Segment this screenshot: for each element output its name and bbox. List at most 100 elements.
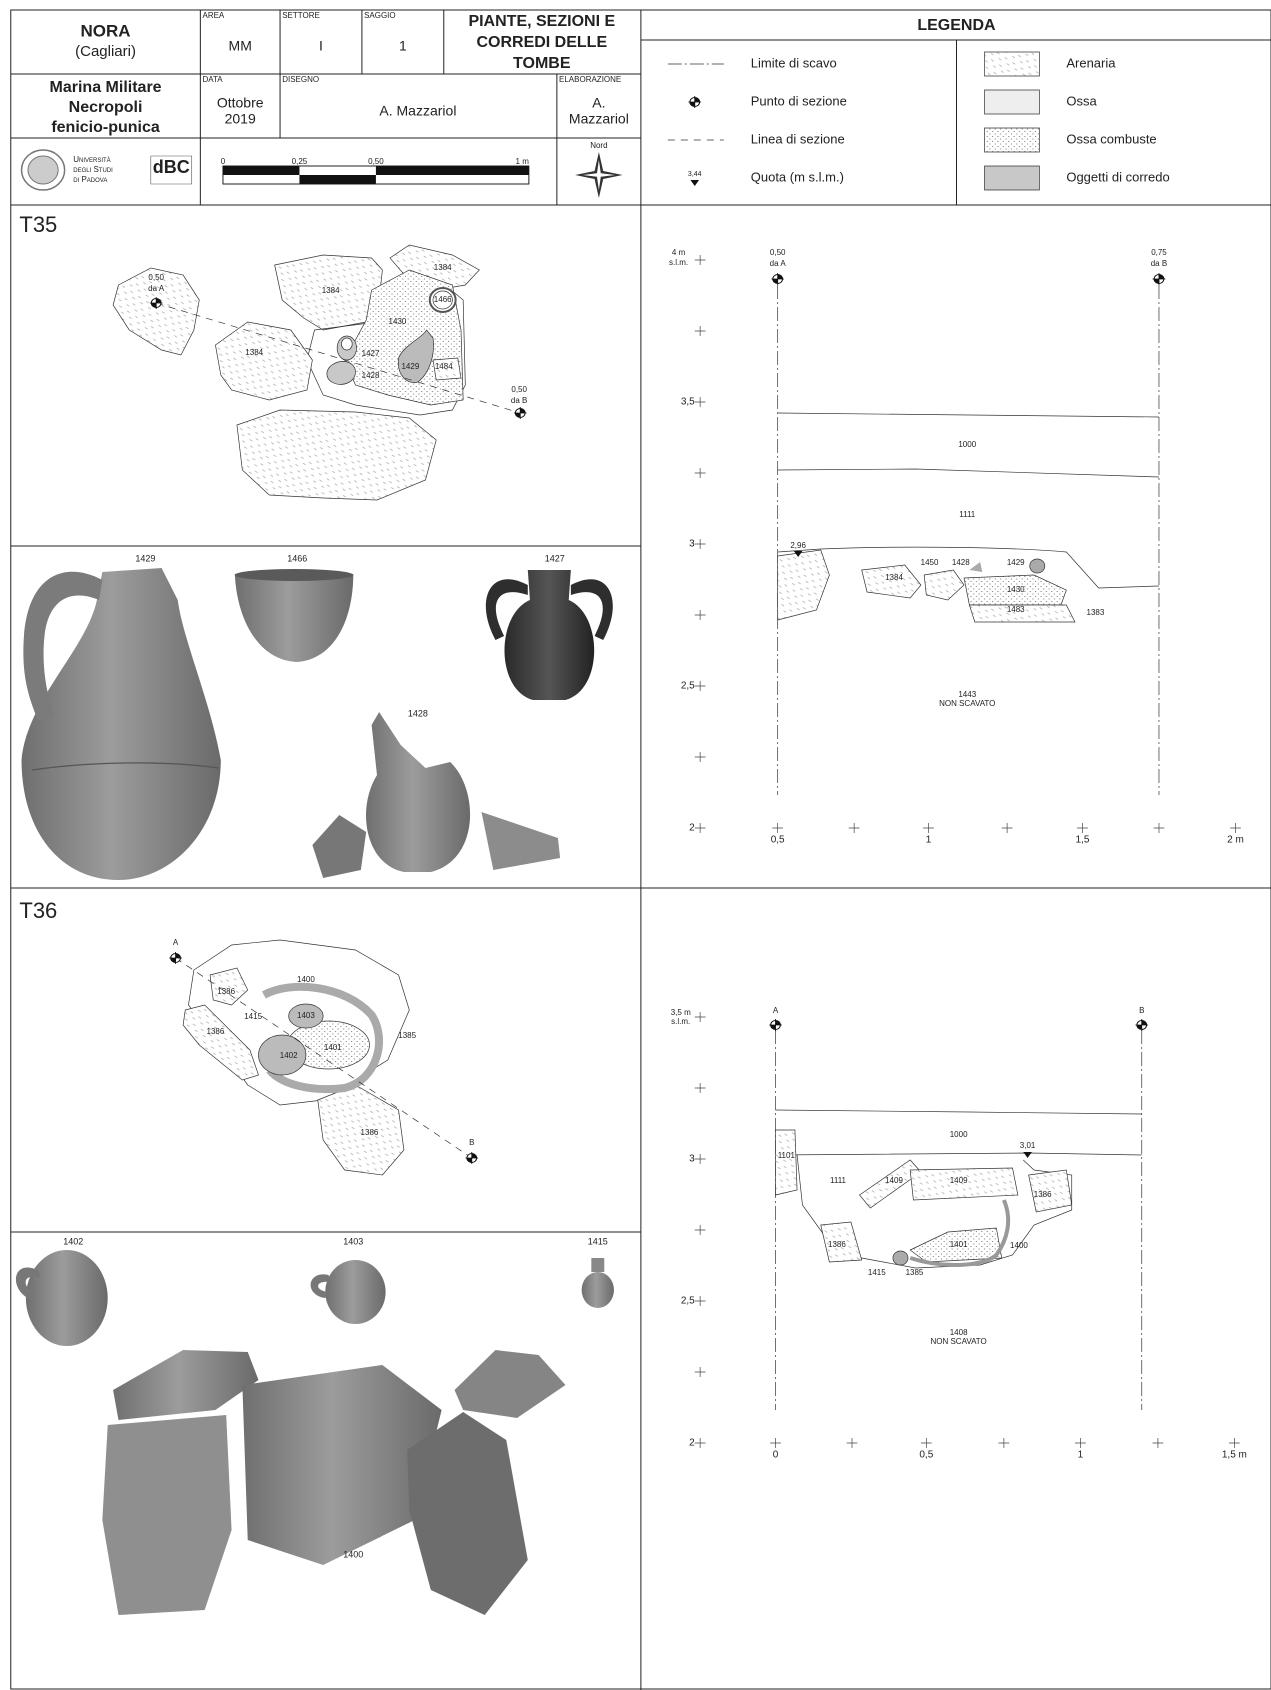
label: Oggetti di corredo	[1066, 169, 1169, 184]
grid-cross	[695, 468, 706, 478]
label: Limite di scavo	[751, 55, 837, 70]
label: Università	[73, 155, 110, 164]
use-shape	[688, 96, 701, 108]
label: TOMBE	[513, 55, 571, 72]
label: 0	[773, 1450, 779, 1461]
path-shape	[583, 160, 615, 190]
label: SETTORE	[282, 11, 320, 20]
grid-cross	[772, 823, 783, 833]
label: 2,96	[790, 541, 806, 550]
label: 1386	[1034, 1190, 1052, 1199]
label: 1450	[921, 558, 939, 567]
label: 1484	[435, 362, 453, 371]
label: DATA	[202, 75, 223, 84]
path-shape	[113, 1350, 258, 1420]
path-shape	[235, 574, 353, 662]
label: degli Studi	[73, 165, 113, 174]
rect-shape	[376, 166, 529, 175]
label: NON SCAVATO	[930, 1337, 986, 1346]
use-shape	[771, 273, 784, 285]
path-shape	[690, 180, 699, 186]
grid-cross	[1230, 823, 1241, 833]
ellipse-shape	[582, 1272, 614, 1308]
path-shape	[455, 1350, 566, 1418]
path-shape	[1023, 1152, 1032, 1158]
label: 2 m	[1227, 835, 1244, 846]
label: 1403	[343, 1236, 363, 1246]
label: 1111	[830, 1176, 847, 1185]
label: Punto di sezione	[751, 93, 847, 108]
grid-cross	[695, 752, 706, 762]
path-shape	[969, 562, 982, 572]
grid-cross	[923, 823, 934, 833]
label: 2,5	[681, 681, 695, 692]
label: 1466	[434, 295, 452, 304]
t35-plan	[113, 245, 527, 500]
use-shape	[1135, 1019, 1148, 1031]
label: 1,5	[1076, 835, 1090, 846]
label: da B	[511, 396, 527, 405]
label: 2,5	[681, 1296, 695, 1307]
path-shape	[102, 1415, 231, 1615]
label: 1408	[950, 1328, 968, 1337]
label: 1111	[959, 510, 976, 519]
label: Ottobre	[217, 95, 264, 111]
label: Marina Militare	[50, 79, 162, 96]
page: NORA(Cagliari)AREAMMSETTOREISAGGIO1PIANT…	[0, 0, 1271, 1690]
label: 1428	[362, 371, 380, 380]
label: 1	[926, 835, 932, 846]
grid-crosses	[695, 255, 1241, 1448]
rect-shape	[223, 166, 299, 175]
label: 0,50	[511, 385, 527, 394]
label: 1466	[287, 553, 307, 563]
path-shape	[778, 413, 1159, 417]
label: 1430	[389, 317, 407, 326]
rect-shape	[984, 166, 1039, 190]
label: 3,01	[1020, 1141, 1036, 1150]
label: 1386	[828, 1240, 846, 1249]
label: T35	[19, 212, 57, 237]
grid-cross	[1153, 1438, 1164, 1448]
label: s.l.m.	[671, 1017, 690, 1026]
path-shape	[776, 1153, 1142, 1155]
label: NON SCAVATO	[939, 699, 995, 708]
label: 1403	[297, 1011, 315, 1020]
label: s.l.m.	[669, 258, 688, 267]
label: 1385	[906, 1268, 924, 1277]
path-shape	[237, 410, 436, 500]
t36-plan	[169, 940, 478, 1175]
label: 1,5 m	[1222, 1450, 1247, 1461]
grid-cross	[695, 1367, 706, 1377]
label: 1383	[1087, 608, 1105, 617]
rect-shape	[984, 128, 1039, 152]
t35-section	[771, 273, 1165, 795]
use-shape	[465, 1152, 478, 1164]
label: 0,5	[919, 1450, 933, 1461]
grid-cross	[695, 539, 706, 549]
label: fenicio-punica	[51, 119, 160, 136]
path-shape	[215, 322, 312, 400]
label: Linea di sezione	[751, 131, 845, 146]
grid-cross	[1154, 823, 1165, 833]
path-shape	[778, 550, 830, 620]
path-shape	[22, 568, 221, 880]
label: 1402	[280, 1051, 298, 1060]
label: Arenaria	[1066, 55, 1116, 70]
label: 1427	[362, 349, 380, 358]
grid-cross	[695, 1438, 706, 1448]
grid-cross	[695, 326, 706, 336]
grid-cross	[1002, 823, 1013, 833]
label: 1384	[322, 286, 340, 295]
label: 3	[689, 539, 695, 550]
label: 3,44	[688, 171, 702, 178]
label: CORREDI DELLE	[476, 34, 607, 51]
t35-photos	[22, 568, 613, 880]
label: 0,75	[1151, 248, 1167, 257]
label: B	[1139, 1006, 1144, 1015]
label: NORA	[81, 21, 131, 40]
label: (Cagliari)	[75, 43, 136, 60]
label: AREA	[202, 11, 224, 20]
label: 4 m	[672, 248, 686, 257]
grid-cross	[695, 610, 706, 620]
label: da B	[1151, 259, 1167, 268]
